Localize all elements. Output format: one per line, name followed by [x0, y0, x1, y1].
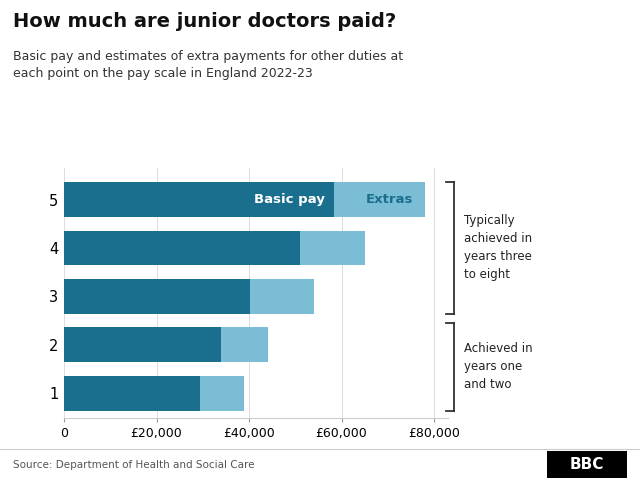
Bar	[64, 182, 334, 217]
Bar	[64, 376, 200, 411]
Text: BBC: BBC	[570, 457, 604, 472]
Bar	[221, 327, 268, 362]
Bar	[64, 279, 250, 314]
Bar	[64, 327, 221, 362]
Text: Source: Department of Health and Social Care: Source: Department of Health and Social …	[13, 460, 254, 469]
Text: Basic pay and estimates of extra payments for other duties at
each point on the : Basic pay and estimates of extra payment…	[13, 50, 403, 80]
Text: Typically
achieved in
years three
to eight: Typically achieved in years three to eig…	[464, 215, 532, 281]
Bar	[300, 230, 365, 265]
Text: Basic pay: Basic pay	[254, 193, 325, 206]
Bar	[250, 279, 314, 314]
Bar	[334, 182, 425, 217]
Bar	[200, 376, 244, 411]
Text: How much are junior doctors paid?: How much are junior doctors paid?	[13, 12, 396, 31]
Text: Extras: Extras	[366, 193, 413, 206]
Bar	[64, 230, 300, 265]
Text: Achieved in
years one
and two: Achieved in years one and two	[464, 342, 532, 391]
